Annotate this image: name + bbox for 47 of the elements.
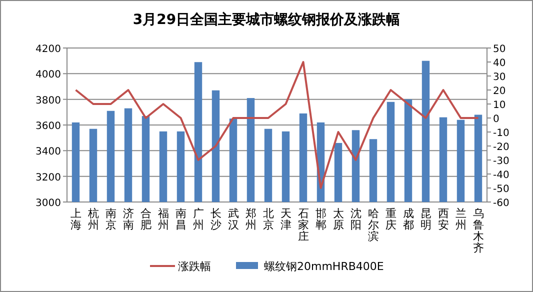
x-tick-label: 郑州 — [245, 207, 256, 232]
legend-label: 螺纹钢20mmHRB400E — [264, 260, 384, 273]
x-tick-label: 福州 — [158, 207, 169, 232]
y2-tick-label: -40 — [493, 170, 510, 181]
y2-tick-label: -10 — [493, 128, 510, 139]
y2-tick-label: 40 — [493, 58, 506, 69]
y2-tick-label: 30 — [493, 72, 506, 83]
x-tick-label: 邯郸 — [315, 207, 326, 232]
y2-tick-label: -30 — [493, 156, 510, 167]
title: 3月29日全国主要城市螺纹钢报价及涨跌幅 — [132, 12, 400, 28]
y2-tick-label: 50 — [493, 44, 506, 55]
x-tick-label: 杭州 — [86, 207, 99, 232]
x-tick-label: 昆明 — [420, 207, 432, 232]
x-tick-label: 西安 — [438, 207, 449, 232]
y2-tick-label: -50 — [493, 184, 510, 195]
x-tick-label: 长沙 — [210, 207, 222, 232]
x-tick-label: 合肥 — [140, 207, 152, 232]
y-tick-label: 4200 — [36, 44, 61, 55]
x-tick-label: 乌鲁木齐 — [472, 207, 484, 254]
x-tick-label: 哈尔滨 — [368, 207, 379, 243]
x-tick-label: 兰州 — [455, 207, 466, 232]
y2-tick-label: 10 — [493, 100, 506, 111]
x-tick-label: 南昌 — [175, 207, 186, 232]
x-tick-label: 重庆 — [385, 207, 396, 232]
y-tick-label: 3200 — [36, 172, 61, 184]
x-tick-label: 太原 — [332, 207, 344, 232]
y2-tick-label: 0 — [493, 114, 500, 125]
x-tick-label: 广州 — [192, 207, 204, 232]
x-tick-label: 南京 — [105, 207, 116, 232]
x-tick-label: 成都 — [402, 207, 414, 232]
y2-tick-label: -20 — [493, 142, 510, 153]
y-tick-label: 3400 — [36, 146, 61, 158]
x-tick-label: 石家庄 — [298, 207, 309, 243]
y2-tick-label: 20 — [493, 86, 506, 97]
line-series — [74, 61, 480, 189]
x-tick-label: 天津 — [280, 207, 292, 232]
x-tick-label: 北京 — [262, 207, 274, 232]
x-tick-label: 武汉 — [228, 207, 239, 232]
y-tick-label: 4000 — [36, 70, 61, 81]
y-tick-label: 3800 — [36, 95, 61, 106]
legend-label: 涨跌幅 — [178, 260, 211, 273]
y-tick-label: 3000 — [36, 198, 61, 209]
x-tick-label: 上海 — [70, 207, 82, 232]
y2-tick-label: -60 — [493, 198, 510, 209]
x-tick-label: 济南 — [122, 207, 134, 232]
y-tick-label: 3600 — [36, 121, 61, 132]
x-tick-label: 沈阳 — [350, 207, 362, 232]
